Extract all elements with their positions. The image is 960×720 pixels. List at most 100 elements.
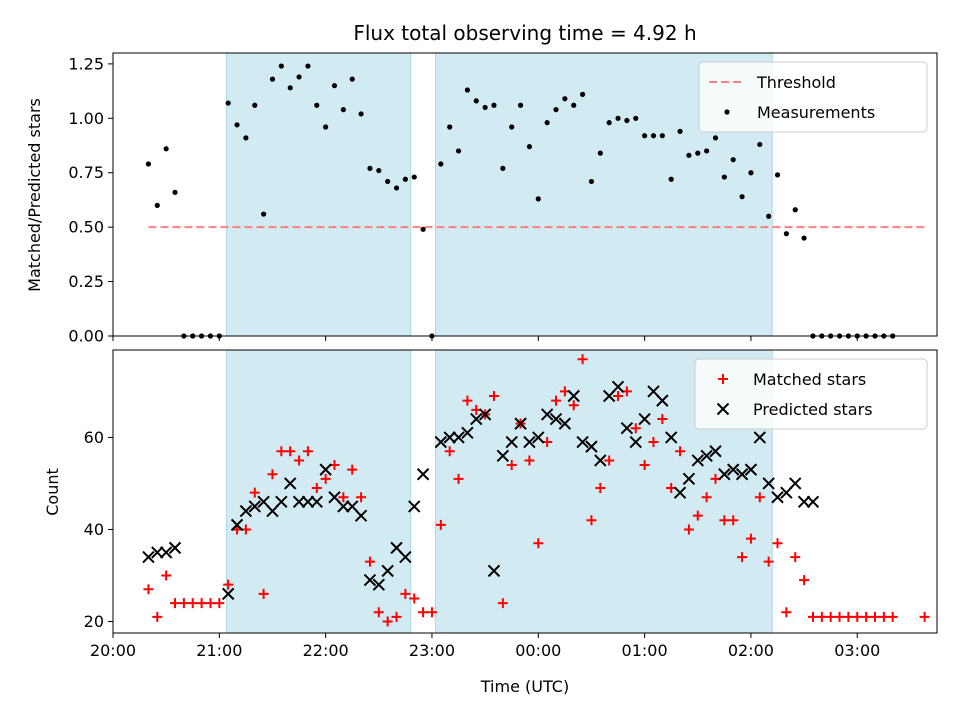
matched-star-point	[878, 611, 889, 622]
bottom-xlabel: Time (UTC)	[480, 677, 569, 696]
matched-star-point	[745, 533, 756, 544]
measurement-point	[801, 235, 807, 241]
matched-star-point	[196, 598, 207, 609]
measurement-point	[243, 135, 249, 141]
ratio-axes-frame	[112, 52, 938, 337]
predicted-star-point	[283, 477, 297, 490]
measurement-point	[650, 133, 657, 139]
measurement-point	[624, 117, 630, 124]
measurement-point	[482, 104, 488, 111]
predicted-star-point	[159, 546, 173, 559]
predicted-star-point	[532, 431, 545, 444]
predicted-star-point	[478, 408, 492, 421]
matched-star-point	[223, 579, 234, 590]
predicted-star-point	[594, 454, 607, 467]
measurement-point	[571, 102, 577, 108]
predicted-star-point	[797, 495, 811, 509]
measurement-point	[535, 196, 541, 202]
matched-star-point	[701, 492, 712, 503]
measurement-point	[659, 133, 665, 139]
measurement-point	[225, 100, 231, 106]
predicted-star-point	[700, 449, 713, 463]
predicted-star-point	[408, 500, 421, 513]
matched-star-point	[267, 469, 278, 480]
legend-measurement-handle	[724, 109, 730, 115]
measurement-point	[712, 135, 719, 141]
matched-star-point	[613, 391, 624, 402]
predicted-star-point	[319, 463, 332, 476]
ratio-ytick-label: 0.50	[68, 218, 104, 237]
measurement-point	[517, 102, 524, 108]
predicted-star-point	[443, 431, 456, 444]
predicted-star-point	[691, 454, 704, 467]
matched-star-point	[790, 552, 801, 563]
measurement-point	[509, 124, 515, 130]
matched-star-point	[187, 598, 198, 609]
matched-star-point	[506, 460, 517, 471]
ratio-ytick-label: 1.25	[68, 54, 104, 73]
measurement-point	[447, 124, 453, 130]
measurement-point	[766, 213, 772, 219]
predicted-star-point	[452, 431, 465, 444]
matched-star-point	[781, 607, 792, 618]
measurement-point	[633, 115, 639, 121]
predicted-star-point	[549, 412, 563, 426]
matched-star-point	[302, 446, 313, 457]
measurement-point	[774, 172, 781, 178]
matched-star-point	[409, 593, 420, 604]
measurement-point	[358, 111, 364, 117]
matched-star-point	[852, 611, 863, 622]
measurement-point	[677, 128, 683, 134]
ratio-legend: Threshold Measurements	[698, 61, 928, 133]
legend-label: Threshold	[756, 73, 836, 92]
matched-star-point	[391, 611, 402, 622]
matched-star-point	[311, 483, 322, 494]
measurement-point	[367, 165, 373, 171]
measurement-point	[526, 144, 533, 150]
matched-star-point	[754, 492, 765, 503]
matched-star-point	[170, 598, 181, 609]
ratio-legend-box	[698, 61, 928, 133]
measurement-point	[287, 85, 293, 91]
matched-star-point	[630, 423, 641, 434]
measurement-point	[553, 107, 559, 113]
measurement-point	[349, 76, 355, 82]
measurement-point	[491, 102, 497, 108]
measurement-point	[411, 174, 417, 180]
bottom-ylabel: Count	[43, 468, 62, 516]
measurement-point	[597, 150, 603, 156]
matched-star-point	[453, 473, 464, 484]
predicted-star-point	[735, 468, 749, 481]
predicted-star-point	[620, 422, 634, 435]
measurement-point	[642, 133, 648, 139]
predicted-star-point	[470, 412, 483, 426]
predicted-star-point	[762, 477, 775, 490]
matched-star-point	[604, 455, 615, 466]
predicted-star-point	[629, 435, 642, 449]
matched-star-point	[639, 460, 650, 471]
matched-star-point	[143, 584, 154, 595]
predicted-star-point	[523, 435, 536, 449]
measurement-point	[402, 176, 408, 182]
measurement-point	[305, 63, 311, 69]
legend-label: Measurements	[757, 103, 875, 122]
measurement-point	[252, 102, 258, 108]
measurement-point	[473, 98, 479, 104]
measurement-point	[438, 161, 444, 167]
measurement-point	[172, 189, 178, 195]
measurement-point	[668, 176, 674, 182]
measurement-point	[455, 148, 462, 154]
matched-star-point	[577, 354, 588, 365]
matched-star-point	[364, 556, 375, 567]
measurement-point	[615, 115, 621, 121]
matched-star-point	[214, 598, 225, 609]
predicted-star-point	[540, 408, 554, 421]
matched-star-point	[551, 395, 562, 406]
matched-star-point	[356, 492, 367, 503]
matched-star-point	[807, 611, 818, 622]
predicted-star-point	[416, 468, 430, 481]
matched-star-point	[524, 455, 535, 466]
measurement-point	[579, 91, 586, 97]
matched-star-point	[737, 552, 748, 563]
matched-star-point	[161, 570, 172, 581]
